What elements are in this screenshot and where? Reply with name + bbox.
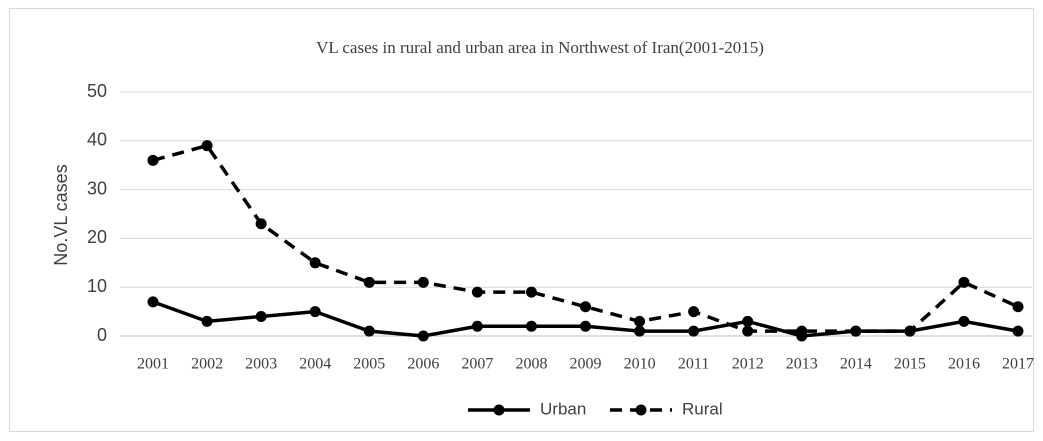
chart-title: VL cases in rural and urban area in Nort… [316, 38, 764, 57]
point [580, 301, 591, 313]
y-tick-label: 30 [87, 178, 107, 198]
x-tick-label: 2009 [570, 356, 602, 373]
point [201, 140, 213, 152]
y-tick-label: 10 [87, 276, 107, 296]
y-tick-label: 0 [97, 325, 107, 345]
x-tick-label: 2005 [353, 356, 385, 373]
y-tick-label: 50 [87, 81, 107, 101]
x-tick-label: 2010 [624, 356, 656, 373]
point [850, 325, 862, 337]
x-tick-label: 2015 [894, 356, 926, 373]
point [471, 320, 483, 332]
point [688, 325, 700, 337]
point [904, 325, 916, 337]
x-tick-label: 2002 [191, 356, 223, 373]
point [471, 286, 483, 298]
legend-label: Rural [682, 399, 723, 418]
point [363, 325, 375, 337]
y-axis-label: No.VL cases [51, 164, 71, 265]
legend-label: Urban [540, 399, 586, 418]
chart-frame [9, 8, 1034, 432]
point [688, 306, 700, 318]
point [958, 276, 970, 288]
point [525, 286, 537, 298]
point [363, 276, 375, 288]
point [1012, 301, 1024, 313]
legend-marker [635, 404, 647, 416]
x-tick-label: 2006 [407, 356, 439, 373]
point [634, 315, 646, 327]
x-tick-label: 2003 [245, 356, 277, 373]
point [742, 315, 754, 327]
legend-marker [493, 404, 505, 416]
x-tick-label: 2011 [678, 356, 709, 373]
point [309, 306, 321, 318]
x-tick-label: 2007 [461, 356, 493, 373]
point [147, 296, 159, 308]
x-tick-label: 2014 [840, 356, 872, 373]
x-tick-label: 2012 [732, 356, 764, 373]
point [742, 325, 754, 337]
y-tick-label: 40 [87, 130, 107, 150]
point [417, 276, 429, 288]
x-tick-label: 2016 [948, 356, 980, 373]
x-tick-label: 2013 [786, 356, 818, 373]
x-tick-label: 2001 [137, 356, 169, 373]
point [255, 310, 267, 322]
x-tick-label: 2004 [299, 356, 331, 373]
point [525, 320, 537, 332]
x-tick-label: 2017 [1002, 356, 1034, 373]
point [201, 315, 213, 327]
point [796, 325, 808, 337]
point [634, 325, 646, 337]
series-line [152, 143, 1019, 333]
point [958, 315, 970, 327]
point [417, 330, 429, 342]
point [147, 154, 159, 166]
point [309, 257, 321, 269]
point [580, 320, 591, 332]
y-tick-label: 20 [87, 227, 107, 247]
point [255, 218, 267, 230]
point [1012, 325, 1024, 337]
x-tick-label: 2008 [515, 356, 547, 373]
